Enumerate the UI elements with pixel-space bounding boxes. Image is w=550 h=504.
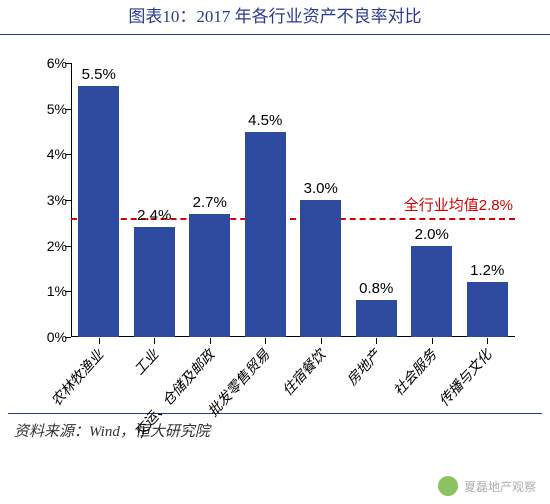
bar-value-label: 2.4%	[137, 207, 171, 224]
x-axis-label: 农林牧渔业	[46, 345, 108, 410]
bar-value-label: 3.0%	[304, 180, 338, 197]
bar-value-label: 2.7%	[193, 194, 227, 211]
chart-title: 图表10：2017 年各行业资产不良率对比	[0, 0, 550, 34]
bar-slot: 4.5%	[238, 63, 294, 337]
y-tick-label: 1%	[25, 283, 67, 299]
bar-value-label: 0.8%	[359, 280, 393, 297]
watermark-text: 夏磊地产观察	[464, 478, 536, 495]
bar-slot: 2.0%	[404, 63, 460, 337]
bar: 3.0%	[300, 200, 341, 337]
bar-value-label: 1.2%	[470, 262, 504, 279]
bar: 2.7%	[189, 214, 230, 337]
bar: 2.4%	[134, 227, 175, 337]
x-label-slot: 传播与文化	[460, 339, 516, 413]
bar-slot: 1.2%	[460, 63, 516, 337]
bar: 5.5%	[78, 86, 119, 337]
bar: 4.5%	[245, 132, 286, 338]
x-tick	[376, 338, 377, 344]
x-label-slot: 房地产	[349, 339, 405, 413]
chart-area: 0%1%2%3%4%5%6% 全行业均值2.8% 5.5%2.4%2.7%4.5…	[25, 53, 525, 413]
y-tick-label: 5%	[25, 101, 67, 117]
bars-container: 5.5% 2.4% 2.7% 4.5% 3.0% 0.8% 2.0% 1.2%	[71, 63, 515, 337]
x-label-slot: 农林牧渔业	[71, 339, 127, 413]
figure-root: 图表10：2017 年各行业资产不良率对比 0%1%2%3%4%5%6% 全行业…	[0, 0, 550, 504]
x-tick	[321, 338, 322, 344]
bar-slot: 2.7%	[182, 63, 238, 337]
y-tick-label: 6%	[25, 55, 67, 71]
x-tick	[432, 338, 433, 344]
watermark: 夏磊地产观察	[438, 476, 536, 496]
x-tick	[154, 338, 155, 344]
x-label-slot: 住宿餐饮	[293, 339, 349, 413]
y-tick-label: 0%	[25, 329, 67, 345]
x-label-slot: 批发零售贸易	[238, 339, 294, 413]
y-tick-label: 3%	[25, 192, 67, 208]
bar: 0.8%	[356, 300, 397, 337]
bar: 2.0%	[411, 246, 452, 337]
x-axis-label: 房地产	[342, 345, 385, 390]
bar-slot: 2.4%	[127, 63, 183, 337]
x-axis-label: 工业	[130, 345, 164, 379]
y-tick-label: 2%	[25, 238, 67, 254]
source-text: 资料来源：Wind，恒大研究院	[0, 414, 550, 441]
x-tick	[487, 338, 488, 344]
x-tick	[210, 338, 211, 344]
y-tick	[65, 337, 71, 338]
x-tick	[99, 338, 100, 344]
plot-area: 5.5% 2.4% 2.7% 4.5% 3.0% 0.8% 2.0% 1.2%	[71, 63, 515, 337]
x-tick	[265, 338, 266, 344]
bar-value-label: 2.0%	[415, 226, 449, 243]
bar-slot: 5.5%	[71, 63, 127, 337]
x-axis-labels: 农林牧渔业工业交运、仓储及邮政批发零售贸易住宿餐饮房地产社会服务传播与文化	[71, 339, 515, 413]
watermark-icon	[438, 476, 458, 496]
bar-slot: 0.8%	[349, 63, 405, 337]
title-rule	[0, 34, 550, 35]
bar-slot: 3.0%	[293, 63, 349, 337]
bar-value-label: 4.5%	[248, 112, 282, 129]
y-tick-label: 4%	[25, 146, 67, 162]
bar-value-label: 5.5%	[82, 66, 116, 83]
bar: 1.2%	[467, 282, 508, 337]
